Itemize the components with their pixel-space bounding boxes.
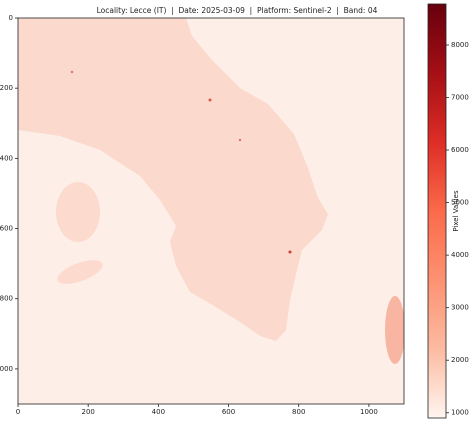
- chart-title: Locality: Lecce (IT) | Date: 2025-03-09 …: [97, 6, 378, 15]
- colorbar-tick-label: 3000: [451, 304, 469, 312]
- x-tick-label: 1000: [360, 408, 378, 416]
- axes-frame: [17, 17, 405, 405]
- colorbar: [427, 3, 447, 419]
- x-tick-label: 400: [152, 408, 165, 416]
- colorbar-tick-label: 5000: [451, 199, 469, 207]
- x-tick-label: 600: [222, 408, 235, 416]
- y-tick-label: 1000: [0, 365, 13, 373]
- x-tick-label: 0: [16, 408, 20, 416]
- y-tick-label: 400: [0, 154, 13, 162]
- y-tick-label: 800: [0, 295, 13, 303]
- colorbar-tick-label: 7000: [451, 94, 469, 102]
- y-tick-label: 200: [0, 84, 13, 92]
- y-tick-label: 600: [0, 225, 13, 233]
- colorbar-tick-label: 8000: [451, 41, 469, 49]
- colorbar-label: Pixel Values: [452, 190, 460, 232]
- x-tick-label: 200: [81, 408, 94, 416]
- y-tick-label: 0: [9, 14, 13, 22]
- x-tick-label: 800: [292, 408, 305, 416]
- raster-image: [18, 18, 404, 404]
- colorbar-tick-label: 1000: [451, 409, 469, 417]
- colorbar-tick-label: 2000: [451, 356, 469, 364]
- colorbar-tick-label: 4000: [451, 251, 469, 259]
- colorbar-tick-label: 6000: [451, 146, 469, 154]
